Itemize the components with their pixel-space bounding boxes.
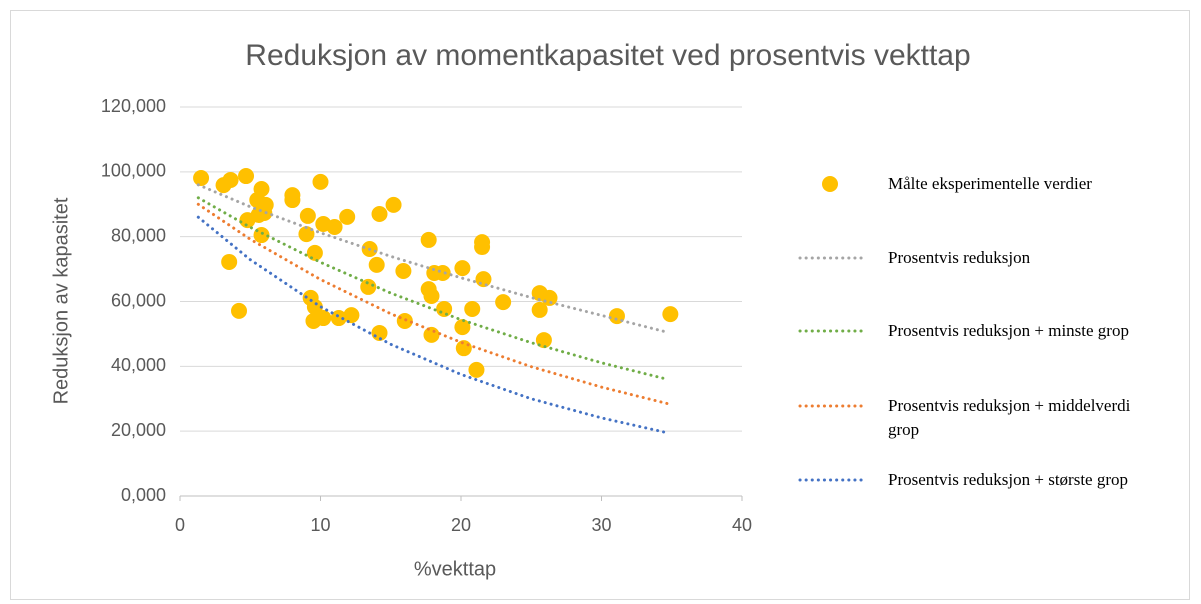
legend-label: Prosentvis reduksjon + middelverdi grop bbox=[888, 396, 1131, 439]
x-tick-label: 30 bbox=[591, 515, 611, 535]
data-point bbox=[420, 231, 437, 248]
legend-label: Målte eksperimentelle verdier bbox=[888, 174, 1092, 193]
trendline bbox=[196, 215, 669, 435]
data-point bbox=[454, 319, 471, 336]
y-tick-label: 40,000 bbox=[111, 355, 166, 375]
data-point bbox=[221, 253, 238, 270]
data-point bbox=[256, 205, 273, 222]
data-point bbox=[360, 278, 377, 295]
data-point bbox=[464, 300, 481, 317]
trendline bbox=[196, 202, 669, 406]
data-point bbox=[434, 264, 451, 281]
y-tick-label: 0,000 bbox=[121, 485, 166, 505]
data-point bbox=[312, 173, 329, 190]
data-point bbox=[436, 300, 453, 317]
y-tick-label: 100,000 bbox=[101, 161, 166, 181]
trendline bbox=[196, 196, 669, 381]
legend-marker bbox=[822, 176, 838, 192]
data-point bbox=[330, 310, 347, 327]
chart-frame bbox=[10, 10, 1190, 600]
data-point bbox=[326, 218, 343, 235]
data-point bbox=[423, 287, 440, 304]
x-tick-label: 40 bbox=[732, 515, 752, 535]
data-point bbox=[474, 239, 491, 256]
data-point bbox=[306, 299, 323, 316]
data-point bbox=[284, 192, 301, 209]
x-tick-label: 20 bbox=[451, 515, 471, 535]
y-tick-label: 20,000 bbox=[111, 420, 166, 440]
data-point bbox=[423, 326, 440, 343]
data-point bbox=[253, 181, 270, 198]
y-tick-label: 80,000 bbox=[111, 225, 166, 245]
x-tick-label: 0 bbox=[175, 515, 185, 535]
x-axis-label: %vekttap bbox=[414, 558, 496, 580]
data-point bbox=[454, 260, 471, 277]
data-point bbox=[531, 301, 548, 318]
data-point bbox=[495, 294, 512, 311]
data-point bbox=[395, 263, 412, 280]
data-point bbox=[193, 169, 210, 186]
legend-label: Prosentvis reduksjon + største grop bbox=[888, 470, 1129, 489]
data-point bbox=[339, 208, 356, 225]
data-point bbox=[371, 205, 388, 222]
data-point bbox=[222, 171, 239, 188]
data-point bbox=[475, 271, 492, 288]
data-point bbox=[468, 361, 485, 378]
data-point bbox=[385, 196, 402, 213]
data-point bbox=[662, 306, 679, 323]
y-tick-label: 120,000 bbox=[101, 96, 166, 116]
data-point bbox=[343, 307, 360, 324]
legend-label: Prosentvis reduksjon + minste grop bbox=[888, 321, 1129, 340]
data-point bbox=[315, 310, 332, 327]
data-point bbox=[231, 302, 248, 319]
legend-label: Prosentvis reduksjon bbox=[888, 248, 1031, 267]
y-tick-label: 60,000 bbox=[111, 290, 166, 310]
data-point bbox=[541, 289, 558, 306]
data-point bbox=[238, 168, 255, 185]
data-point bbox=[368, 256, 385, 273]
data-point bbox=[306, 244, 323, 261]
data-point bbox=[299, 207, 316, 224]
y-axis-label: Reduksjon av kapasitet bbox=[50, 197, 72, 404]
chart-title: Reduksjon av momentkapasitet ved prosent… bbox=[245, 39, 970, 72]
x-tick-label: 10 bbox=[310, 515, 330, 535]
